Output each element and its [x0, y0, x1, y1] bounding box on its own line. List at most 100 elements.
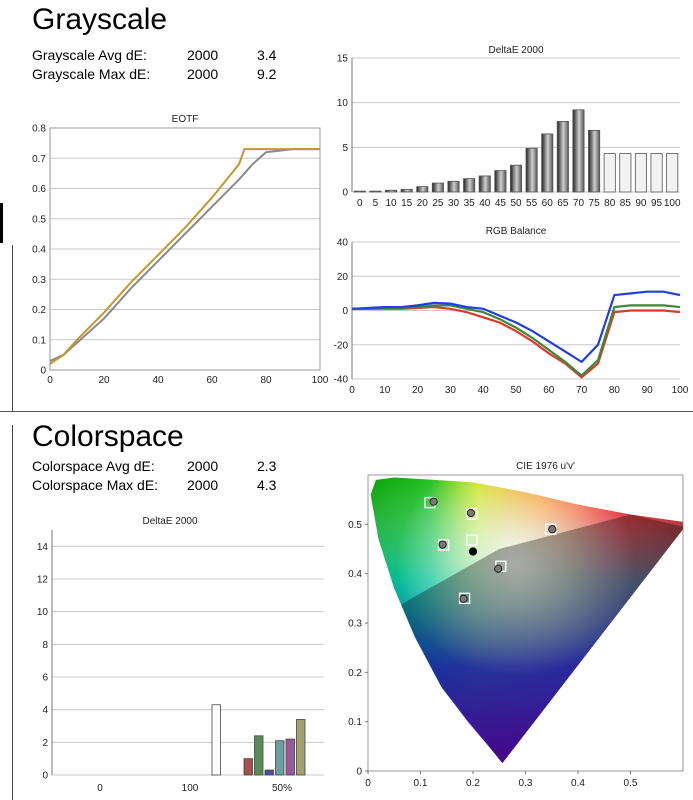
x-tick-label: 70 [573, 198, 585, 209]
y-tick-label: 0.5 [32, 214, 46, 225]
y-tick-label: 0 [342, 306, 348, 317]
bar [431, 182, 444, 193]
x-tick-label: 80 [609, 385, 621, 396]
x-tick-label: 100 [182, 783, 199, 794]
rgb-balance-chart: RGB Balance -40 -20 0 20 40 0 10 20 30 40 50 60 70 80 9… [334, 226, 689, 396]
x-tick-label: 0.1 [414, 778, 428, 789]
vertical-rule [12, 425, 13, 800]
y-tick-label: 40 [337, 238, 349, 249]
colorspace-title: Colorspace [32, 420, 184, 453]
bar [572, 109, 585, 193]
bar [369, 190, 382, 193]
chart-title: CIE 1976 u'v' [516, 461, 575, 472]
series-line [49, 148, 320, 362]
eotf-chart: EOTF 0 0.1 0.2 0.3 0.4 0.5 0.6 0.7 0.8 0 20 40 60 80 10… [32, 114, 329, 386]
section-divider [0, 411, 693, 412]
bar [478, 175, 491, 193]
x-tick-label: 25 [432, 198, 444, 209]
x-tick-label: 50% [272, 783, 292, 794]
y-tick-label: 0 [356, 767, 362, 778]
measured-point [494, 564, 503, 573]
x-tick-label: 40 [152, 375, 164, 386]
colorspace-avg-label: Colorspace Avg dE: [32, 458, 155, 474]
series-line [49, 148, 320, 365]
y-tick-label: 5 [342, 143, 348, 154]
bar [353, 190, 366, 193]
grayscale-max-value: 9.2 [257, 66, 277, 82]
bar [525, 147, 538, 193]
y-tick-label: 10 [337, 98, 349, 109]
x-tick-label: 55 [526, 198, 538, 209]
bar [650, 153, 663, 193]
measured-point [466, 508, 475, 518]
bar [447, 180, 460, 193]
y-tick-label: 12 [37, 575, 49, 586]
bar [296, 719, 306, 776]
x-tick-label: 75 [589, 198, 601, 209]
chart-title: DeltaE 2000 [488, 45, 543, 56]
x-tick-label: 100 [672, 385, 689, 396]
bar [603, 153, 616, 193]
colorspace-max-label: Colorspace Max dE: [32, 477, 159, 493]
grayscale-avg-std: 2000 [187, 47, 219, 63]
x-tick-label: 80 [604, 198, 616, 209]
y-tick-label: 0.2 [348, 668, 362, 679]
y-tick-label: 0 [342, 188, 348, 199]
bar [509, 164, 523, 193]
grayscale-avg-value: 3.4 [257, 47, 277, 63]
chart-title: DeltaE 2000 [142, 516, 197, 527]
chart-title: EOTF [172, 114, 199, 125]
x-tick-label: 40 [478, 385, 490, 396]
colorspace-avg-value: 2.3 [257, 458, 277, 474]
bar [400, 188, 413, 193]
bar [556, 121, 569, 193]
x-tick-label: 20 [417, 198, 429, 209]
y-tick-label: 14 [37, 542, 49, 553]
x-tick-label: 80 [260, 375, 272, 386]
vertical-rule [12, 245, 13, 412]
colorspace-max-value: 4.3 [257, 477, 277, 493]
x-tick-label: 65 [557, 198, 569, 209]
bar [275, 740, 285, 776]
x-tick-label: 70 [576, 385, 588, 396]
y-tick-label: 10 [37, 607, 49, 618]
x-tick-label: 10 [379, 385, 391, 396]
x-tick-label: 90 [642, 385, 654, 396]
colorspace-delta-chart: DeltaE 2000 0 2 4 6 8 10 12 14 0 100 50% [37, 516, 324, 794]
y-tick-label: 4 [42, 705, 48, 716]
x-tick-label: 0 [357, 198, 363, 209]
x-tick-label: 0.3 [519, 778, 533, 789]
x-tick-label: 100 [664, 198, 681, 209]
bar [666, 153, 679, 193]
bar [634, 153, 647, 193]
bar [211, 704, 221, 776]
y-tick-label: 20 [337, 272, 349, 283]
x-tick-label: 60 [206, 375, 218, 386]
x-tick-label: 60 [543, 385, 555, 396]
y-tick-label: 6 [42, 673, 48, 684]
bar [264, 769, 274, 776]
x-tick-label: 15 [401, 198, 413, 209]
y-tick-label: 0 [42, 771, 48, 782]
series-line [352, 304, 681, 378]
series-line [352, 305, 681, 379]
x-tick-label: 0.2 [466, 778, 480, 789]
grayscale-avg-label: Grayscale Avg dE: [32, 47, 147, 63]
bar [619, 153, 632, 193]
bar [463, 178, 476, 193]
chart-title: RGB Balance [486, 226, 547, 237]
section-marker [0, 203, 3, 243]
x-tick-label: 5 [373, 198, 379, 209]
x-tick-label: 50 [510, 198, 522, 209]
x-tick-label: 35 [464, 198, 476, 209]
x-tick-label: 90 [635, 198, 647, 209]
y-tick-label: 0.6 [32, 184, 46, 195]
measured-point [548, 525, 557, 534]
x-tick-label: 0.5 [624, 778, 638, 789]
y-tick-label: 0.2 [32, 305, 46, 316]
bar [285, 738, 295, 776]
bar [385, 189, 398, 193]
y-tick-label: -20 [334, 340, 349, 351]
x-tick-label: 40 [479, 198, 491, 209]
bar [494, 170, 507, 193]
